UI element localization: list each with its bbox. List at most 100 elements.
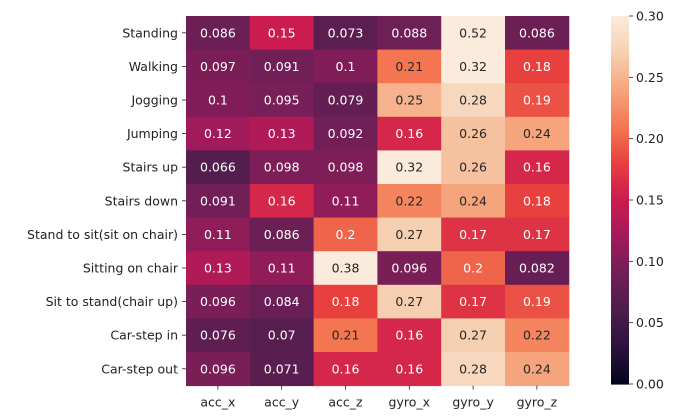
- cell-value-label: 0.16: [332, 361, 360, 376]
- cell-value-label: 0.16: [395, 361, 423, 376]
- heatmap-cell: [377, 49, 442, 84]
- heatmap-cell: [186, 16, 251, 51]
- cell-value-label: 0.092: [328, 126, 364, 141]
- colorbar-segment: [611, 258, 629, 262]
- colorbar-segment: [611, 120, 629, 124]
- heatmap-cell: [441, 150, 506, 185]
- colorbar-segment: [611, 273, 629, 278]
- colorbar-segment: [611, 86, 629, 91]
- cell-value-label: 0.11: [332, 193, 360, 208]
- column-label: gyro_z: [517, 395, 558, 410]
- row-label: Sit to stand(chair up): [46, 294, 178, 309]
- colorbar-segment: [611, 267, 629, 272]
- heatmap-cell: [441, 352, 506, 387]
- cell-value-label: 0.16: [523, 160, 551, 175]
- cell-value-label: 0.16: [395, 328, 423, 343]
- cell-value-label: 0.088: [391, 25, 427, 40]
- cell-value-label: 0.2: [336, 227, 356, 242]
- colorbar-segment: [611, 40, 629, 45]
- row-label: Jogging: [130, 93, 178, 108]
- row-label: Car-step in: [110, 328, 178, 343]
- colorbar-tick-label: 0.25: [636, 70, 664, 85]
- colorbar-segment: [611, 292, 629, 296]
- colorbar-segment: [611, 77, 629, 81]
- heatmap-cell: [249, 251, 315, 286]
- heatmap-cell: [313, 49, 378, 84]
- cell-value-label: 0.084: [264, 294, 300, 309]
- heatmap-cell: [186, 318, 251, 353]
- row-tick-labels: Standing Walking Jogging Jumping Stairs up St…: [27, 25, 186, 376]
- colorbar-segment: [611, 181, 629, 186]
- colorbar-segment: [611, 295, 629, 299]
- row-label: Stairs down: [105, 193, 178, 208]
- cell-value-label: 0.1: [208, 93, 228, 108]
- colorbar-segment: [611, 62, 629, 66]
- cell-value-label: 0.091: [200, 193, 236, 208]
- colorbar-segment: [611, 313, 629, 318]
- cell-value-label: 0.27: [395, 227, 423, 242]
- colorbar-segment: [611, 135, 629, 140]
- colorbar-tick-label: 0.20: [636, 131, 664, 146]
- heatmap-cell: [377, 284, 442, 319]
- colorbar-segment: [611, 362, 629, 367]
- colorbar-segment: [611, 356, 629, 361]
- colorbar-segment: [611, 374, 629, 379]
- cell-value-label: 0.086: [519, 25, 555, 40]
- colorbar-segment: [611, 341, 629, 345]
- colorbar-segment: [611, 203, 629, 207]
- colorbar-segment: [611, 224, 629, 229]
- colorbar-segment: [611, 344, 629, 348]
- colorbar-segment: [611, 65, 629, 69]
- colorbar-segment: [611, 160, 629, 164]
- heatmap-cell: [186, 217, 251, 252]
- heatmap-cell: [377, 251, 442, 286]
- cell-value-label: 0.076: [200, 328, 236, 343]
- heatmap-cell: [313, 251, 378, 286]
- colorbar: 0.00 0.05 0.10 0.15 0.20 0.25 0.30: [611, 9, 664, 392]
- colorbar-segment: [611, 31, 629, 35]
- colorbar-segment: [611, 126, 629, 131]
- colorbar-segment: [611, 310, 629, 315]
- colorbar-segment: [611, 123, 629, 127]
- heatmap-cell: [249, 284, 315, 319]
- colorbar-segment: [611, 236, 629, 241]
- colorbar-segment: [611, 169, 629, 173]
- colorbar-segment: [611, 239, 629, 244]
- colorbar-segment: [611, 141, 629, 146]
- cell-value-label: 0.24: [523, 361, 551, 376]
- cell-value-label: 0.073: [328, 25, 364, 40]
- cell-value-label: 0.098: [264, 160, 300, 175]
- cell-value-label: 0.18: [332, 294, 360, 309]
- cell-value-label: 0.19: [523, 294, 551, 309]
- cell-value-label: 0.066: [200, 160, 236, 175]
- colorbar-segment: [611, 276, 629, 281]
- cell-value-label: 0.18: [523, 193, 551, 208]
- cell-value-label: 0.26: [459, 160, 487, 175]
- colorbar-segment: [611, 279, 629, 284]
- column-label: gyro_x: [389, 395, 431, 410]
- heatmap-cell: [505, 83, 570, 118]
- heatmap-cell: [186, 352, 251, 387]
- colorbar-segment: [611, 338, 629, 342]
- heatmap-cell: [249, 217, 315, 252]
- colorbar-segment: [611, 92, 629, 97]
- heatmap-cell: [377, 184, 442, 219]
- colorbar-segment: [611, 25, 629, 29]
- cell-value-label: 0.22: [395, 193, 423, 208]
- row-label: Stairs up: [123, 160, 179, 175]
- heatmap-cell: [249, 184, 315, 219]
- colorbar-segment: [611, 307, 629, 311]
- heatmap-cell: [505, 251, 570, 286]
- heatmap-cell: [441, 116, 506, 151]
- cell-value-label: 0.32: [459, 59, 487, 74]
- heatmap-cell: [313, 284, 378, 319]
- colorbar-segment: [611, 46, 629, 51]
- colorbar-segment: [611, 282, 629, 287]
- colorbar-segment: [611, 147, 629, 152]
- heatmap-cell: [441, 284, 506, 319]
- heatmap-cell: [313, 217, 378, 252]
- colorbar-segment: [611, 298, 629, 302]
- cell-value-label: 0.12: [204, 126, 232, 141]
- colorbar-segment: [611, 80, 629, 85]
- heatmap-cell: [505, 150, 570, 185]
